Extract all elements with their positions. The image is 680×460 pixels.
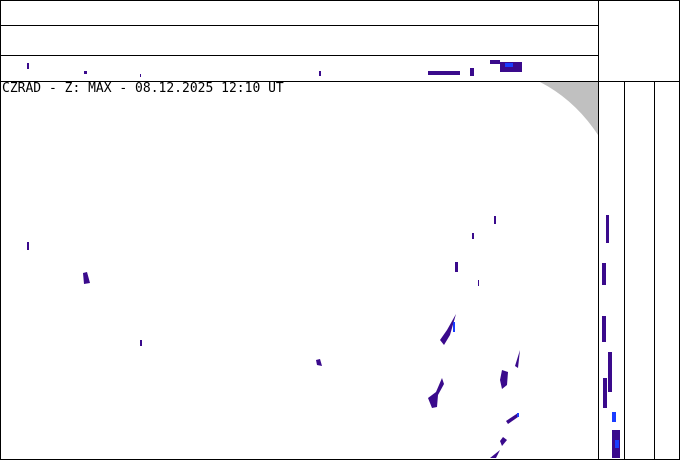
echo <box>455 262 458 272</box>
divider <box>654 81 655 460</box>
echo <box>440 314 456 345</box>
echo <box>478 280 479 286</box>
echo <box>500 370 508 389</box>
echo <box>472 233 474 239</box>
map-title: CZRAD - Z: MAX - 08.12.2025 12:10 UT <box>2 81 284 96</box>
echo-strong <box>505 63 513 67</box>
echo <box>490 60 500 64</box>
echo <box>506 413 518 424</box>
echo <box>84 71 87 74</box>
outside-range-area <box>540 82 598 135</box>
echo <box>83 272 90 284</box>
echo <box>606 215 609 243</box>
divider <box>0 55 598 56</box>
echo <box>515 350 520 368</box>
echo <box>500 437 507 446</box>
frame-top <box>0 0 680 1</box>
echo <box>602 263 606 285</box>
echo-strong <box>517 413 519 417</box>
frame-left <box>0 0 1 460</box>
echo-strong <box>612 412 616 422</box>
echo <box>494 216 496 224</box>
echo <box>603 378 607 408</box>
echo <box>27 63 29 69</box>
echo <box>428 378 444 408</box>
echo <box>140 74 141 77</box>
divider <box>598 0 599 460</box>
echo <box>470 68 474 76</box>
divider <box>0 25 598 26</box>
divider <box>624 81 625 460</box>
divider <box>0 81 680 82</box>
echo <box>602 316 606 342</box>
echo-strong <box>615 440 619 448</box>
echo <box>490 450 500 458</box>
echo <box>27 242 29 250</box>
echo-strong <box>453 322 455 332</box>
echo <box>319 71 321 76</box>
echo <box>608 352 612 392</box>
echo <box>140 340 142 346</box>
echo <box>316 359 322 366</box>
echo <box>428 71 460 75</box>
